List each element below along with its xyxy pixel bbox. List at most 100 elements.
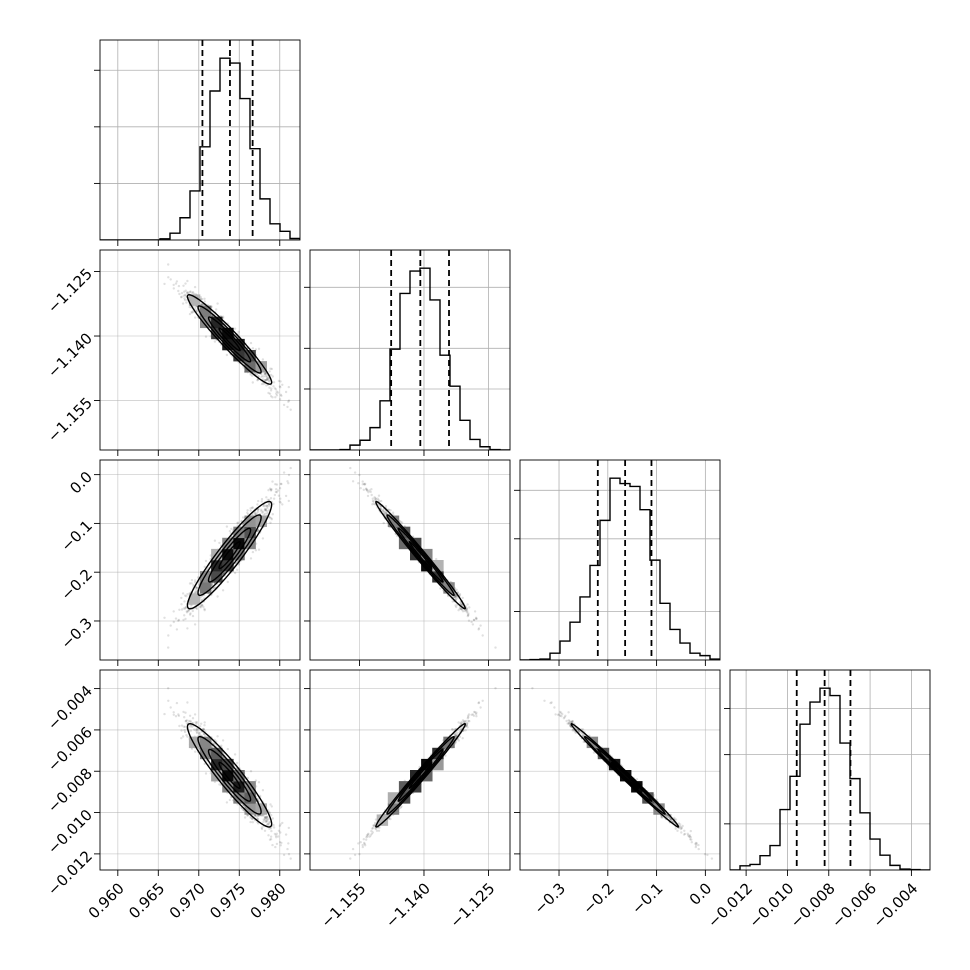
scatter-point	[233, 571, 237, 575]
scatter-point	[455, 595, 458, 598]
scatter-point	[204, 335, 208, 338]
contour-1-0-3	[186, 293, 273, 385]
scatter-point	[187, 609, 190, 612]
scatter-point	[184, 606, 187, 609]
scatter-point	[274, 483, 277, 486]
scatter-point	[461, 596, 464, 600]
scatter-panel-3-0	[94, 669, 301, 876]
scatter-point	[267, 504, 270, 507]
scatter-point	[220, 744, 223, 747]
scatter-point	[203, 607, 206, 611]
scatter-point	[163, 616, 166, 619]
scatter-point	[358, 473, 361, 477]
scatter-point	[275, 842, 279, 846]
scatter-point	[249, 557, 253, 560]
panel-frame-2-1	[309, 459, 511, 661]
scatter-point	[185, 610, 188, 613]
scatter-point	[399, 520, 402, 524]
scatter-point	[263, 379, 267, 382]
scatter-point	[189, 604, 193, 607]
scatter-point	[287, 826, 290, 830]
scatter-point	[257, 529, 260, 532]
scatter-point	[251, 381, 254, 384]
scatter-point	[263, 508, 267, 511]
scatter-point	[278, 500, 281, 503]
scatter-point	[216, 595, 219, 598]
scatter-point	[269, 497, 273, 500]
scatter-point	[280, 482, 283, 486]
scatter-point	[185, 595, 188, 598]
scatter-point	[366, 494, 370, 498]
scatter-point	[190, 747, 194, 750]
scatter-point	[265, 504, 268, 507]
scatter-point	[210, 582, 214, 585]
scatter-point	[233, 753, 237, 756]
scatter-point	[195, 731, 199, 735]
scatter-point	[268, 838, 272, 841]
scatter-point	[199, 606, 202, 609]
scatter-point	[265, 378, 268, 382]
scatter-point	[268, 503, 271, 506]
scatter-point	[271, 843, 274, 847]
scatter-point	[278, 385, 281, 388]
scatter-point	[183, 725, 187, 728]
scatter-point	[269, 489, 273, 492]
scatter-point	[366, 489, 369, 492]
scatter-point	[270, 518, 273, 521]
hist-grid-0	[94, 40, 300, 240]
scatter-point	[213, 586, 216, 589]
scatter-point	[169, 278, 172, 281]
scatter-point	[389, 509, 392, 512]
scatter-point	[264, 512, 267, 515]
scatter-point	[193, 581, 197, 584]
scatter-point	[183, 594, 187, 597]
scatter-point	[249, 341, 253, 345]
scatter-point	[181, 592, 185, 595]
scatter-point	[279, 393, 282, 396]
scatter-point	[274, 490, 278, 494]
scatter-point	[454, 595, 458, 598]
scatter-point	[251, 506, 254, 509]
scatter-point	[263, 815, 267, 819]
scatter-point	[266, 378, 269, 381]
scatter-point	[465, 608, 469, 611]
scatter-point	[273, 493, 277, 497]
scatter-point	[287, 399, 291, 402]
scatter-point	[178, 608, 181, 611]
scatter-point	[256, 529, 260, 532]
scatter-point	[249, 507, 252, 510]
scatter-point	[256, 797, 260, 801]
scatter-point	[268, 516, 271, 519]
scatter-point	[286, 847, 289, 851]
scatter-point	[203, 724, 206, 727]
scatter-point	[261, 378, 265, 381]
scatter-point	[174, 617, 178, 620]
scatter-point	[287, 499, 290, 503]
scatter-point	[466, 614, 469, 618]
scatter-point	[191, 609, 194, 613]
contours-2-1	[375, 500, 467, 610]
scatter-point	[175, 628, 179, 631]
contour-2-0-1	[207, 527, 252, 583]
scatter-point	[267, 822, 271, 825]
scatter-point	[380, 499, 383, 503]
scatter-point	[184, 711, 187, 714]
scatter-point	[228, 798, 232, 802]
scatter-point	[279, 501, 282, 504]
scatter-point	[361, 483, 364, 486]
scatter-point	[456, 597, 459, 600]
scatter-point	[191, 291, 195, 294]
scatter-point	[271, 513, 274, 516]
scatter-point	[282, 403, 286, 407]
scatter-point	[256, 503, 259, 506]
scatter-point	[457, 609, 460, 612]
scatter-point	[254, 549, 258, 552]
panels	[94, 39, 931, 876]
scatter-point	[236, 568, 239, 571]
scatter-point	[261, 510, 265, 513]
scatter-point	[365, 488, 368, 491]
scatter-point	[459, 607, 462, 610]
scatter-point	[451, 600, 454, 603]
scatter-point	[264, 820, 267, 824]
scatter-point	[253, 511, 256, 515]
